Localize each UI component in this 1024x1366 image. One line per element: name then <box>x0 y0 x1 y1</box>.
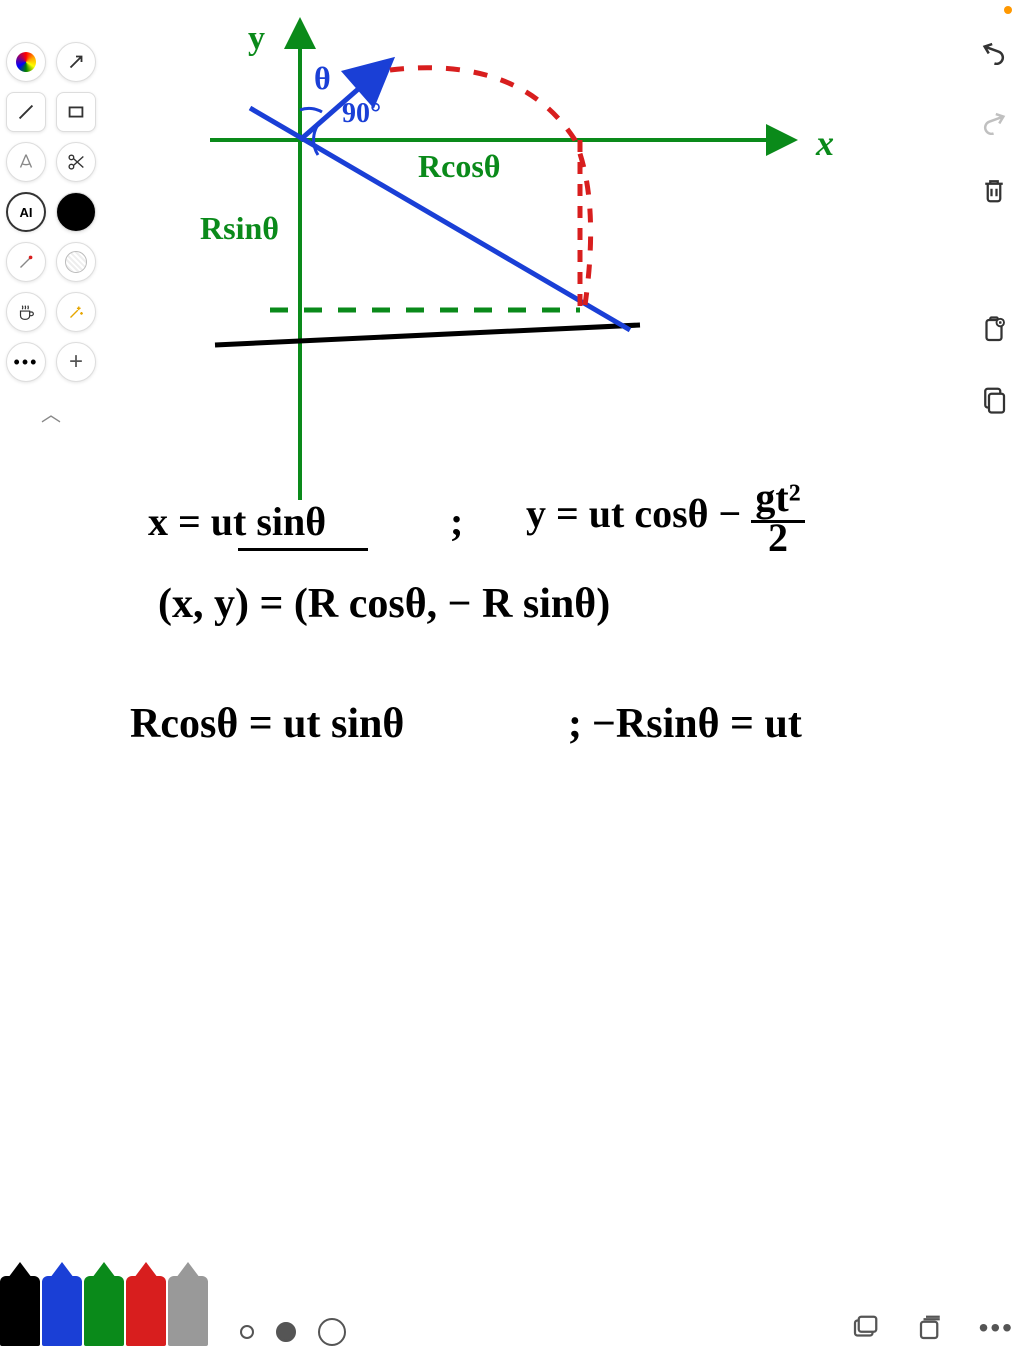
rsin-label: Rsinθ <box>200 210 279 247</box>
eq3-left: Rcosθ = ut sinθ <box>130 700 404 748</box>
x-axis-label: x <box>816 122 834 164</box>
trajectory-curve <box>390 68 591 305</box>
pen-green[interactable] <box>84 1276 124 1346</box>
eq1-right: y = ut cosθ − gt²2 <box>526 478 805 558</box>
eq1-underline <box>238 548 368 551</box>
pages-icon[interactable] <box>913 1310 949 1346</box>
eq1-left: x = ut sinθ <box>148 498 326 545</box>
bottom-toolbar: ••• <box>0 1276 1024 1366</box>
pen-black[interactable] <box>0 1276 40 1346</box>
angle-arc-theta <box>300 108 322 112</box>
pen-red[interactable] <box>126 1276 166 1346</box>
ground-line <box>215 325 640 345</box>
brush-size-selector <box>240 1318 346 1346</box>
rcos-label: Rcosθ <box>418 148 500 185</box>
eq3-sep: ; <box>568 700 582 748</box>
size-large[interactable] <box>318 1318 346 1346</box>
eq2: (x, y) = (R cosθ, − R sinθ) <box>158 580 610 628</box>
y-axis-label: y <box>248 20 265 58</box>
layers-icon[interactable] <box>847 1310 883 1346</box>
more-menu-icon[interactable]: ••• <box>979 1312 1014 1344</box>
theta-label: θ <box>314 60 331 97</box>
pen-gray[interactable] <box>168 1276 208 1346</box>
ninety-label: 90° <box>342 98 381 130</box>
size-small[interactable] <box>240 1325 254 1339</box>
size-medium[interactable] <box>276 1322 296 1342</box>
eq1-sep: ; <box>450 498 463 545</box>
pen-blue[interactable] <box>42 1276 82 1346</box>
eq3-right: −Rsinθ = ut <box>592 700 802 748</box>
